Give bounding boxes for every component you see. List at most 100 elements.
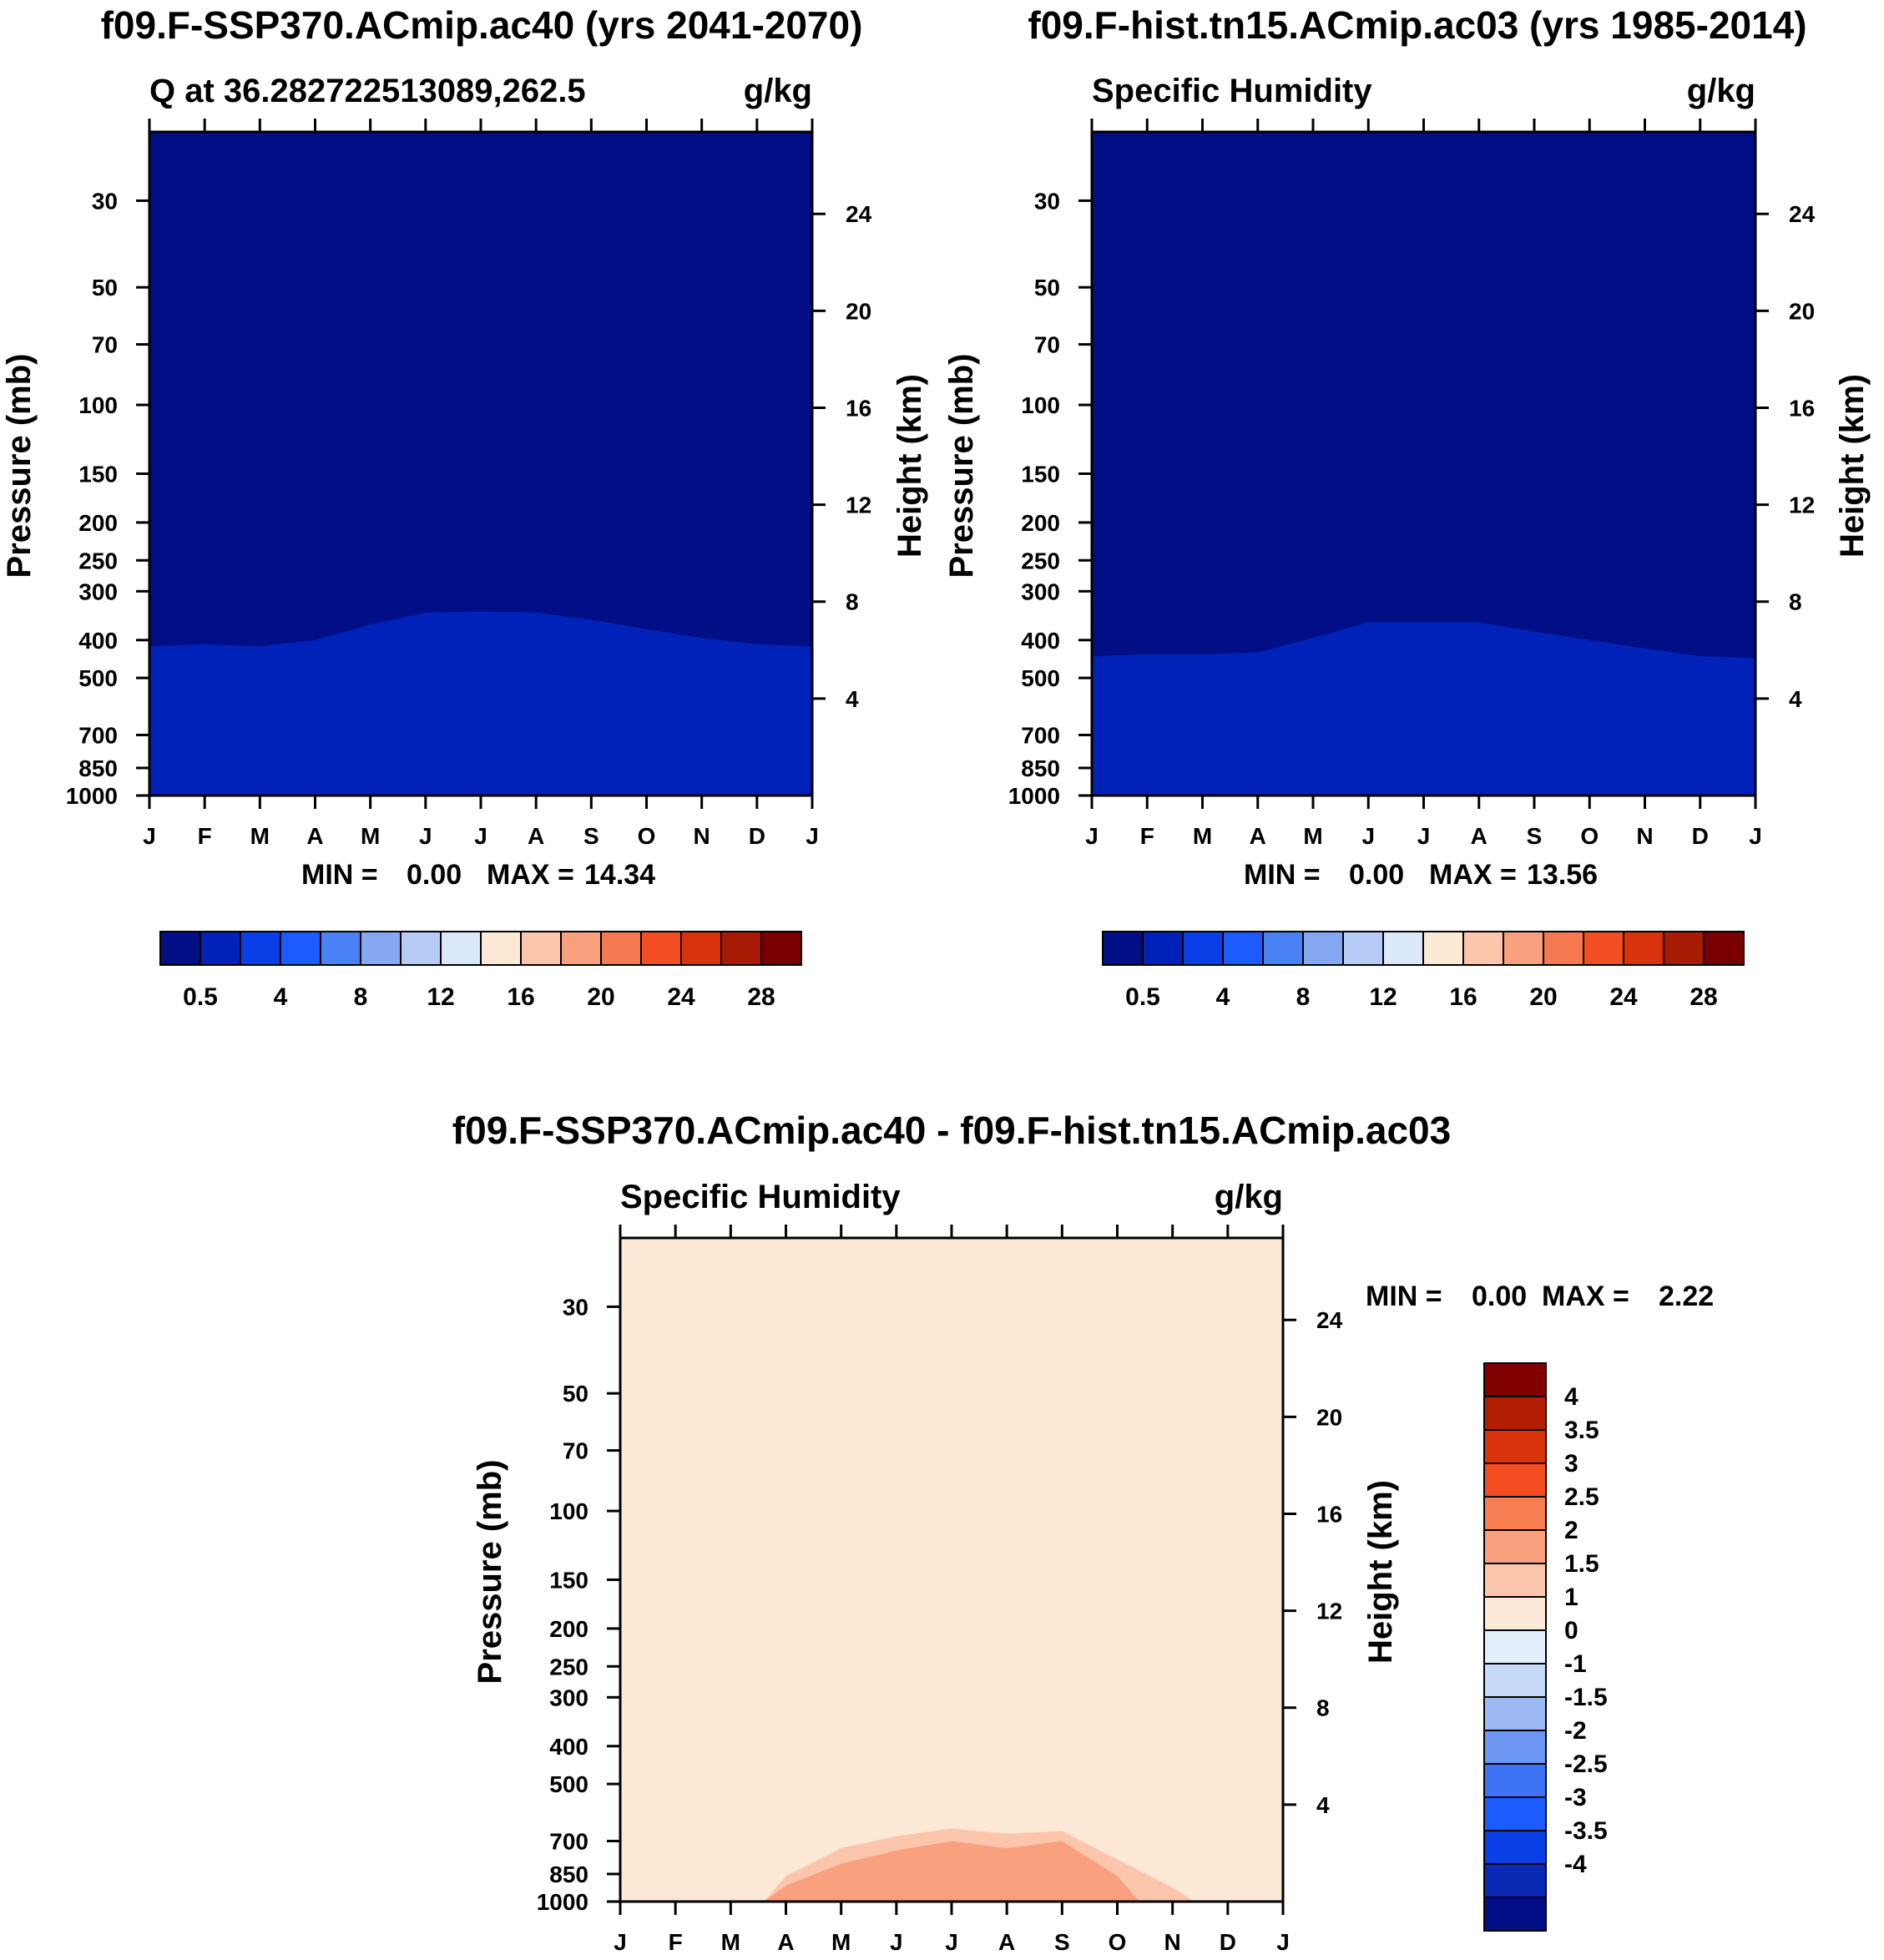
x-tick-label: A	[528, 823, 544, 849]
colorbar-swatch	[1462, 931, 1504, 966]
colorbar-swatch	[1623, 931, 1664, 966]
colorbar-swatch	[1543, 931, 1584, 966]
panel-1-left-string: Q at 36.282722513089,262.5	[149, 73, 586, 109]
y-tick-label: 500	[549, 1771, 588, 1797]
colorbar-swatch	[1483, 1730, 1547, 1765]
colorbar-swatch	[1483, 1796, 1547, 1831]
x-tick-label: A	[1471, 823, 1488, 849]
colorbar-swatch	[560, 931, 602, 966]
panel-3-min-value: 0.00	[1472, 1281, 1527, 1312]
colorbar-swatch	[520, 931, 562, 966]
panel-2-colorbar: 0.5 4 8 12 16 20 24 28	[1102, 931, 1745, 1011]
x-tick-label: J	[945, 1929, 958, 1955]
panel-1: f09.F-SSP370.ACmip.ac40 (yrs 2041-2070) …	[1, 3, 928, 1011]
x-tick-label: J	[890, 1929, 903, 1955]
colorbar-swatch	[1483, 1529, 1547, 1564]
x-tick-label: M	[831, 1929, 851, 1955]
panel-3-title: f09.F-SSP370.ACmip.ac40 - f09.F-hist.tn1…	[452, 1109, 1451, 1152]
contour-fill-1p5	[764, 1841, 1139, 1902]
y2-tick-label: 16	[846, 395, 871, 421]
colorbar-swatch	[720, 931, 762, 966]
colorbar-swatch	[1483, 1629, 1547, 1664]
colorbar-swatch	[1483, 1863, 1547, 1898]
panel-1-min-label: MIN =	[301, 859, 378, 891]
colorbar-label: 1.5	[1564, 1550, 1599, 1578]
colorbar-label: 12	[1369, 983, 1397, 1011]
x-tick-label: S	[1527, 823, 1543, 849]
y-tick-label: 850	[1021, 755, 1060, 781]
colorbar-swatch	[200, 931, 241, 966]
panel-3-min-label: MIN =	[1366, 1281, 1442, 1312]
y-tick-label: 250	[549, 1654, 588, 1680]
y2-tick-label: 8	[1316, 1695, 1330, 1721]
y-tick-label: 300	[549, 1685, 588, 1710]
plot-background	[620, 1238, 1283, 1902]
colorbar-swatch	[680, 931, 722, 966]
colorbar-label: 16	[1449, 983, 1477, 1011]
x-tick-label: M	[361, 823, 380, 849]
colorbar-label: 4	[1564, 1383, 1578, 1411]
y-tick-label: 50	[92, 275, 118, 301]
y-tick-label: 200	[1021, 510, 1060, 536]
colorbar-swatch	[1342, 931, 1384, 966]
colorbar-label: 3	[1564, 1450, 1578, 1478]
x-tick-label: A	[777, 1929, 794, 1955]
colorbar-swatch	[760, 931, 802, 966]
y-tick-label: 500	[1021, 665, 1060, 691]
colorbar-swatch	[1663, 931, 1705, 966]
y-tick-label: 30	[563, 1294, 588, 1320]
panel-3-left-string: Specific Humidity	[620, 1179, 901, 1215]
panel-1-units: g/kg	[744, 73, 812, 109]
colorbar-label: 0.5	[1125, 983, 1160, 1011]
y-tick-label: 500	[78, 665, 118, 691]
y-tick-label: 200	[78, 510, 118, 536]
y-tick-label: 100	[78, 392, 118, 418]
x-tick-label: N	[1636, 823, 1653, 849]
panel-2-min-value: 0.00	[1349, 859, 1404, 891]
colorbar-swatch	[1703, 931, 1745, 966]
x-tick-label: M	[1303, 823, 1322, 849]
x-tick-label: J	[1361, 823, 1375, 849]
colorbar-label: -1	[1564, 1650, 1587, 1678]
colorbar-swatch	[1503, 931, 1544, 966]
y-tick-label: 300	[78, 578, 118, 604]
panel-2-left-string: Specific Humidity	[1092, 73, 1372, 109]
y2-tick-label: 16	[1316, 1501, 1342, 1527]
colorbar-label: 12	[427, 983, 454, 1011]
panel-2-min-label: MIN =	[1244, 859, 1321, 891]
colorbar-swatch	[1102, 931, 1144, 966]
colorbar-label: -3.5	[1564, 1817, 1608, 1845]
colorbar-swatch	[280, 931, 321, 966]
x-tick-label: O	[1109, 1929, 1127, 1955]
colorbar-swatch	[1483, 1763, 1547, 1798]
contour-fill-0p5	[149, 611, 812, 796]
y-tick-label: 70	[92, 332, 118, 358]
y2-tick-label: 4	[1789, 686, 1802, 712]
y-tick-label: 150	[549, 1567, 588, 1593]
y-tick-label: 30	[1034, 188, 1060, 214]
colorbar-label: 0.5	[183, 983, 218, 1011]
panel-2-max-value: 13.56	[1527, 859, 1598, 891]
x-tick-label: S	[583, 823, 599, 849]
colorbar-label: 24	[667, 983, 695, 1011]
y-tick-label: 50	[1034, 275, 1060, 301]
colorbar-swatch	[360, 931, 402, 966]
colorbar-label: 4	[274, 983, 288, 1011]
y2-tick-label: 20	[1789, 298, 1815, 324]
colorbar-label: -2	[1564, 1717, 1587, 1745]
colorbar-label: 8	[354, 983, 368, 1011]
colorbar-swatch	[480, 931, 522, 966]
x-tick-label: D	[749, 823, 765, 849]
panel-3-colorbar: 4 3.5 3 2.5 2 1.5 1 0 -1 -1.5 -2 -2.5 -3 -3.5 -4	[1483, 1362, 1608, 1932]
y2-tick-label: 16	[1789, 395, 1815, 421]
y-tick-label: 700	[1021, 723, 1060, 749]
y-tick-label: 400	[78, 628, 118, 654]
x-tick-label: D	[1220, 1929, 1236, 1955]
colorbar-label: -2.5	[1564, 1750, 1608, 1778]
y2-tick-label: 12	[1789, 493, 1815, 518]
colorbar-label: -3	[1564, 1784, 1587, 1811]
colorbar-swatch	[1483, 1663, 1547, 1698]
colorbar-swatch	[1483, 1897, 1547, 1932]
panel-1-ylabel: Pressure (mb)	[1, 354, 38, 578]
colorbar-label: 20	[1529, 983, 1557, 1011]
